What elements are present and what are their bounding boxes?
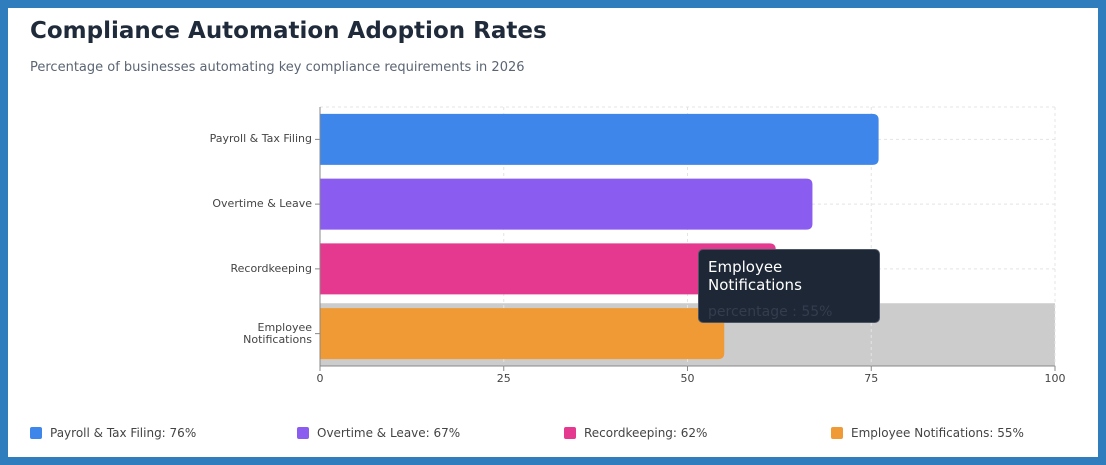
x-tick-label: 50	[681, 372, 695, 385]
bar	[320, 178, 813, 230]
x-tick-label: 100	[1045, 372, 1066, 385]
bar	[320, 243, 776, 295]
x-tick-label: 0	[317, 372, 324, 385]
legend-label: Recordkeeping: 62%	[584, 426, 708, 440]
legend-item: Employee Notifications: 55%	[831, 426, 1024, 440]
tooltip: Employee Notifications percentage : 55%	[698, 249, 880, 323]
chart-subtitle: Percentage of businesses automating key …	[30, 60, 525, 75]
plot: 0 25 50 75 100	[315, 106, 1066, 385]
x-tick-label: 75	[864, 372, 878, 385]
legend-label: Payroll & Tax Filing: 76%	[50, 426, 197, 440]
y-tick-label: Recordkeeping	[230, 261, 312, 275]
tooltip-title: Employee Notifications	[708, 258, 802, 294]
y-tick-label: Employee Notifications	[243, 320, 312, 346]
legend-item: Payroll & Tax Filing: 76%	[30, 426, 196, 440]
bar	[320, 308, 725, 360]
legend-label: Employee Notifications: 55%	[851, 426, 1024, 440]
legend-swatch	[564, 427, 576, 439]
y-tick-label: Payroll & Tax Filing	[209, 132, 312, 146]
bar	[320, 113, 879, 165]
legend-item: Overtime & Leave: 67%	[297, 426, 460, 440]
x-tick-label: 25	[497, 372, 511, 385]
legend-swatch	[831, 427, 843, 439]
tooltip-text: percentage : 55%	[708, 304, 833, 320]
legend-swatch	[297, 427, 309, 439]
legend-swatch	[30, 427, 42, 439]
chart-title: Compliance Automation Adoption Rates	[30, 18, 547, 44]
y-tick-label: Overtime & Leave	[212, 197, 312, 211]
legend-item: Recordkeeping: 62%	[564, 426, 707, 440]
legend-label: Overtime & Leave: 67%	[317, 426, 461, 440]
